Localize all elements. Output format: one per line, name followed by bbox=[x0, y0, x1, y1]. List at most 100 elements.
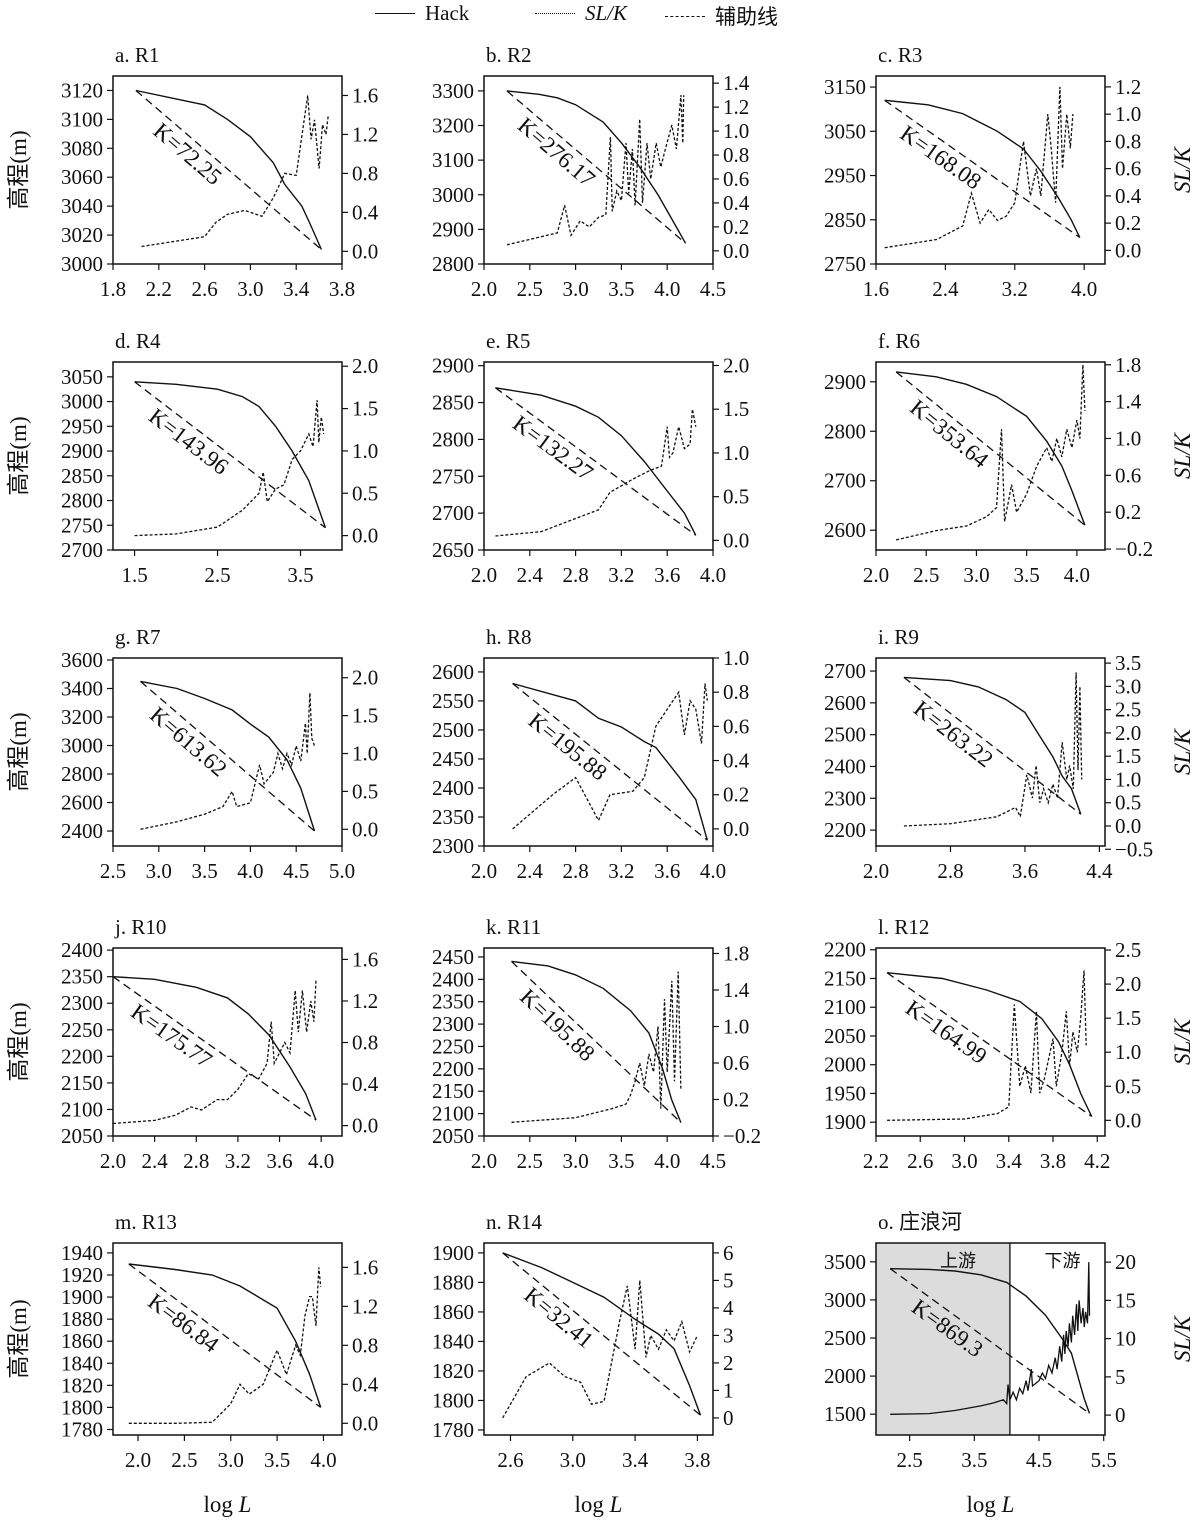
panel-1: a. R1 1.8 2.2 2.6 3.0 3.4 3.8 3000 3020 3040 3060 3… bbox=[6, 43, 379, 301]
x-tick-label: 3.0 bbox=[963, 563, 989, 587]
panel-title: o. 庄浪河 bbox=[878, 1210, 962, 1234]
y-tick-label: 2300 bbox=[824, 786, 866, 810]
y-tick-label: 2800 bbox=[432, 427, 474, 451]
y2-tick-label: 2.0 bbox=[352, 354, 378, 378]
y-tick-label: 3200 bbox=[61, 705, 103, 729]
x-tick-label: 1.5 bbox=[121, 563, 147, 587]
y2-tick-label: 5 bbox=[723, 1268, 734, 1292]
x-tick-label: 4.0 bbox=[700, 563, 726, 587]
y-tick-label: 3060 bbox=[61, 165, 103, 189]
y2-tick-label: 0.5 bbox=[352, 481, 378, 505]
slk-series-line bbox=[502, 1280, 698, 1419]
y-tick-label: 3040 bbox=[61, 194, 103, 218]
k-value-label: K=32.41 bbox=[519, 1282, 598, 1353]
y2-tick-label: 0.2 bbox=[723, 783, 749, 807]
x-tick-label: 4.0 bbox=[310, 1448, 336, 1472]
y2-tick-label: 0.6 bbox=[1115, 463, 1141, 487]
y2-tick-label: 0.0 bbox=[723, 528, 749, 552]
y2-tick-label: 1.8 bbox=[1115, 353, 1141, 377]
y-tick-label: 1940 bbox=[61, 1241, 103, 1265]
y2-tick-label: 0 bbox=[1115, 1403, 1126, 1427]
y2-tick-label: 2.0 bbox=[352, 666, 378, 690]
y-tick-label: 2350 bbox=[432, 805, 474, 829]
hack-curve bbox=[112, 976, 317, 1121]
y2-tick-label: 1.8 bbox=[723, 941, 749, 965]
x-tick-label: 3.0 bbox=[237, 277, 263, 301]
y-tick-label: 2900 bbox=[432, 354, 474, 378]
y2-tick-label: 0.6 bbox=[723, 1051, 749, 1075]
y2-tick-label: 0 bbox=[723, 1406, 734, 1430]
y2-tick-label: 1.4 bbox=[723, 71, 750, 95]
y2-tick-label: 0.8 bbox=[352, 1031, 378, 1055]
y-tick-label: 2600 bbox=[824, 691, 866, 715]
y-tick-label: 2900 bbox=[432, 217, 474, 241]
y2-tick-label: 0.4 bbox=[723, 749, 750, 773]
panel-title: d. R4 bbox=[115, 329, 161, 353]
y-tick-label: 3500 bbox=[824, 1250, 866, 1274]
k-value-label: K=195.88 bbox=[524, 708, 612, 786]
panel-7: g. R7 2.5 3.0 3.5 4.0 4.5 5.0 2400 2600 2800 3000 3… bbox=[6, 625, 378, 883]
slk-series-line bbox=[903, 672, 1083, 827]
k-value-label: K=132.27 bbox=[508, 411, 598, 486]
y2-tick-label: 1.6 bbox=[352, 947, 378, 971]
x-tick-label: 3.0 bbox=[560, 1448, 586, 1472]
y-tick-label: 2350 bbox=[61, 965, 103, 989]
hack-curve bbox=[134, 381, 327, 528]
y2-tick-label: 0.8 bbox=[352, 161, 378, 185]
legend-label-aux: 辅助线 bbox=[715, 5, 778, 29]
y-tick-label: 2200 bbox=[824, 818, 866, 842]
x-tick-label: 4.5 bbox=[700, 277, 726, 301]
y-tick-label: 2850 bbox=[824, 208, 866, 232]
panel-12: l. R12 2.2 2.6 3.0 3.4 3.8 4.2 1900 1950 2000 2050… bbox=[824, 915, 1195, 1173]
x-axis-label-var: L bbox=[238, 1492, 252, 1517]
slk-series-line bbox=[887, 970, 1087, 1121]
slk-series-line bbox=[141, 95, 329, 248]
x-tick-label: 2.4 bbox=[142, 1149, 169, 1173]
y2-tick-label: 0.0 bbox=[723, 817, 749, 841]
y2-axis-label-slk: SL/K bbox=[1170, 1314, 1195, 1362]
y2-tick-label: 10 bbox=[1115, 1327, 1136, 1351]
y-axis-label-elevation: 高程(m) bbox=[6, 416, 31, 495]
x-tick-label: 4.4 bbox=[1086, 859, 1113, 883]
x-tick-label: 1.6 bbox=[863, 277, 889, 301]
y-tick-label: 2200 bbox=[432, 1057, 474, 1081]
auxiliary-line bbox=[506, 90, 686, 244]
y2-tick-label: 1.0 bbox=[352, 742, 378, 766]
y-tick-label: 2300 bbox=[432, 834, 474, 858]
y2-tick-label: 1 bbox=[723, 1378, 734, 1402]
x-tick-label: 2.8 bbox=[562, 563, 588, 587]
y-tick-label: 2800 bbox=[61, 489, 103, 513]
y2-tick-label: 0.6 bbox=[1115, 157, 1141, 181]
y-axis-label-elevation: 高程(m) bbox=[6, 1002, 31, 1081]
y2-tick-label: 2.5 bbox=[1115, 938, 1141, 962]
legend-item-aux: 辅助线 bbox=[665, 1, 778, 31]
slk-series-line bbox=[495, 409, 697, 537]
x-tick-label: 4.0 bbox=[654, 277, 680, 301]
y-tick-label: 2700 bbox=[432, 501, 474, 525]
y2-tick-label: 1.4 bbox=[1115, 390, 1142, 414]
y2-tick-label: 0.0 bbox=[352, 817, 378, 841]
x-tick-label: 2.8 bbox=[183, 1149, 209, 1173]
x-axis-label: log L bbox=[967, 1492, 1015, 1517]
x-tick-label: 2.5 bbox=[517, 277, 543, 301]
y-tick-label: 1920 bbox=[61, 1263, 103, 1287]
y-tick-label: 2750 bbox=[61, 513, 103, 537]
y2-tick-label: 0.0 bbox=[1115, 1108, 1141, 1132]
y-tick-label: 2250 bbox=[432, 1034, 474, 1058]
x-tick-label: 3.8 bbox=[329, 277, 355, 301]
y-tick-label: 2400 bbox=[61, 819, 103, 843]
solid-line-swatch bbox=[375, 13, 415, 14]
x-axis-label: log L bbox=[204, 1492, 252, 1517]
y-axis-label-elevation: 高程(m) bbox=[6, 130, 31, 209]
y2-tick-label: 5 bbox=[1115, 1365, 1126, 1389]
y-tick-label: 1840 bbox=[61, 1351, 103, 1375]
y2-tick-label: 0.5 bbox=[1115, 1074, 1141, 1098]
y2-tick-label: 0.5 bbox=[352, 779, 378, 803]
y2-tick-label: 1.2 bbox=[1115, 75, 1141, 99]
dashed-line-swatch bbox=[665, 15, 705, 17]
k-value-label: K=175.77 bbox=[126, 999, 216, 1073]
y-tick-label: 2450 bbox=[432, 747, 474, 771]
x-tick-label: 5.0 bbox=[329, 859, 355, 883]
x-tick-label: 3.2 bbox=[1002, 277, 1028, 301]
x-tick-label: 3.0 bbox=[146, 859, 172, 883]
